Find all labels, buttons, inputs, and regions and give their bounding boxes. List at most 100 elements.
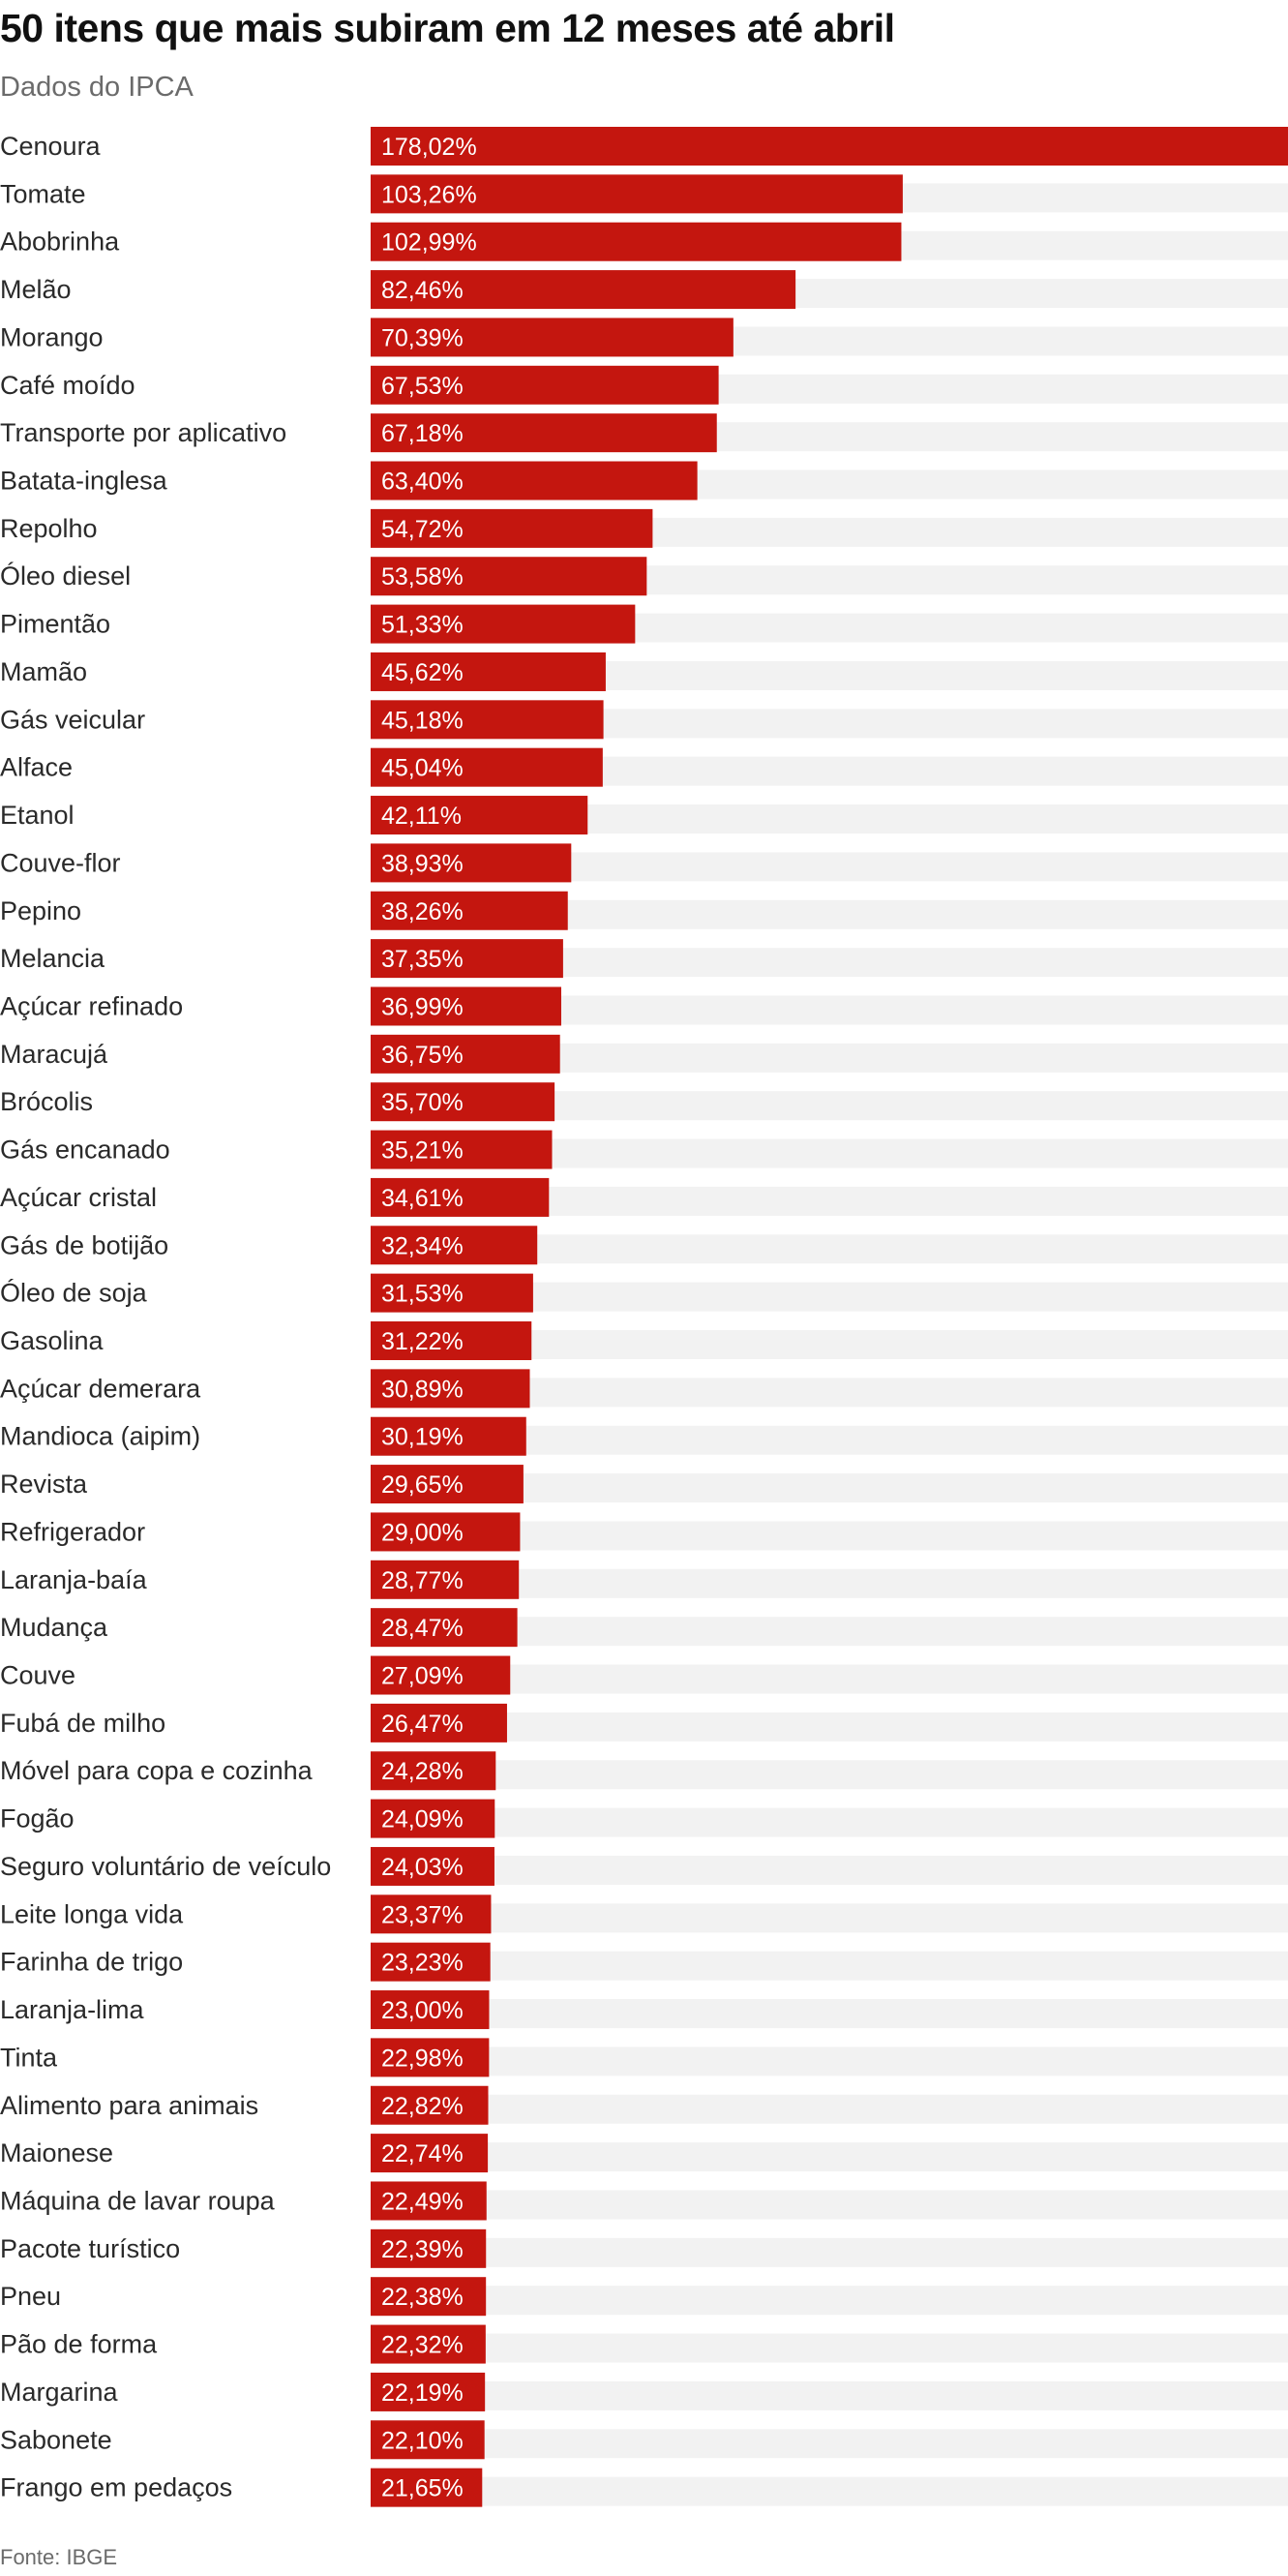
- bar: [371, 1130, 553, 1169]
- bar: [371, 2038, 490, 2077]
- bar: [371, 1512, 521, 1552]
- bar-row: Mudança 28,47%: [0, 1608, 1288, 1648]
- category-label: Tinta: [0, 2043, 58, 2072]
- bar-track: [371, 1473, 1288, 1503]
- value-label: 45,18%: [381, 707, 464, 734]
- value-label: 22,49%: [381, 2188, 464, 2215]
- value-label: 45,62%: [381, 659, 464, 686]
- value-label: 178,02%: [381, 134, 477, 161]
- category-label: Açúcar cristal: [0, 1183, 157, 1212]
- category-label: Repolho: [0, 514, 98, 543]
- bar: [371, 222, 902, 261]
- bar-row: Máquina de lavar roupa 22,49%: [0, 2181, 1288, 2221]
- value-label: 45,04%: [381, 755, 464, 782]
- bar-track: [371, 1999, 1288, 2029]
- bar-row: Gás veicular 45,18%: [0, 700, 1288, 740]
- bar: [371, 557, 647, 596]
- value-label: 27,09%: [381, 1663, 464, 1690]
- bar-track: [371, 2286, 1288, 2316]
- bar: [371, 174, 903, 214]
- bar-row: Pneu 22,38%: [0, 2277, 1288, 2317]
- value-label: 21,65%: [381, 2475, 464, 2502]
- value-label: 26,47%: [381, 1711, 464, 1738]
- bar: [371, 1369, 530, 1409]
- bar-track: [371, 2094, 1288, 2124]
- category-label: Café moído: [0, 371, 135, 400]
- category-label: Couve: [0, 1661, 75, 1690]
- bar-row: Cenoura 178,02%: [0, 127, 1288, 166]
- bar-row: Seguro voluntário de veículo 24,03%: [0, 1846, 1288, 1886]
- value-label: 67,53%: [381, 373, 464, 400]
- value-label: 24,28%: [381, 1758, 464, 1785]
- bar-track: [371, 1568, 1288, 1598]
- value-label: 70,39%: [381, 324, 464, 351]
- category-label: Leite longa vida: [0, 1899, 184, 1928]
- bar-track: [371, 2429, 1288, 2459]
- bar: [371, 2181, 487, 2221]
- value-label: 30,19%: [381, 1424, 464, 1451]
- bar-track: [371, 1903, 1288, 1933]
- bar-row: Alface 45,04%: [0, 747, 1288, 787]
- bar: [371, 1751, 496, 1791]
- category-label: Óleo de soja: [0, 1278, 148, 1308]
- chart-title: 50 itens que mais subiram em 12 meses at…: [0, 6, 895, 50]
- category-label: Maionese: [0, 2138, 113, 2167]
- bar-row: Móvel para copa e cozinha 24,28%: [0, 1751, 1288, 1791]
- bar: [371, 1894, 492, 1934]
- bar: [371, 1177, 550, 1217]
- bar: [371, 1799, 495, 1838]
- bar-row: Gás encanado 35,21%: [0, 1130, 1288, 1169]
- category-label: Gasolina: [0, 1326, 105, 1355]
- bar: [371, 318, 734, 357]
- category-label: Farinha de trigo: [0, 1948, 183, 1977]
- value-label: 22,82%: [381, 2093, 464, 2120]
- bar-row: Laranja-baía 28,77%: [0, 1560, 1288, 1599]
- bar-row: Fubá de milho 26,47%: [0, 1703, 1288, 1743]
- category-label: Abobrinha: [0, 227, 120, 257]
- bar: [371, 652, 606, 691]
- value-label: 103,26%: [381, 181, 477, 208]
- bar: [371, 270, 796, 310]
- value-label: 22,74%: [381, 2140, 464, 2167]
- category-label: Couve-flor: [0, 848, 121, 877]
- bar-row: Batata-inglesa 63,40%: [0, 461, 1288, 500]
- value-label: 38,93%: [381, 850, 464, 877]
- bar: [371, 2134, 489, 2173]
- value-label: 32,34%: [381, 1232, 464, 1259]
- bar-row: Margarina 22,19%: [0, 2372, 1288, 2411]
- bar: [371, 508, 653, 548]
- bar-row: Laranja-lima 23,00%: [0, 1990, 1288, 2030]
- bar-track: [371, 1617, 1288, 1647]
- bar-row: Couve 27,09%: [0, 1655, 1288, 1695]
- category-label: Gás encanado: [0, 1136, 170, 1165]
- bar: [371, 1990, 490, 2030]
- value-label: 29,00%: [381, 1519, 464, 1546]
- category-label: Óleo diesel: [0, 561, 131, 591]
- bar-row: Maracujá 36,75%: [0, 1034, 1288, 1074]
- category-label: Alface: [0, 753, 73, 782]
- bar: [371, 1942, 491, 1982]
- bar-row: Transporte por aplicativo 67,18%: [0, 413, 1288, 453]
- value-label: 22,10%: [381, 2427, 464, 2454]
- category-label: Brócolis: [0, 1087, 93, 1116]
- category-label: Frango em pedaços: [0, 2473, 232, 2502]
- value-label: 28,47%: [381, 1615, 464, 1642]
- bar: [371, 2372, 486, 2411]
- value-label: 22,98%: [381, 2045, 464, 2072]
- category-label: Morango: [0, 322, 104, 351]
- category-label: Seguro voluntário de veículo: [0, 1852, 331, 1881]
- category-label: Gás veicular: [0, 705, 145, 734]
- value-label: 24,09%: [381, 1806, 464, 1834]
- bar: [371, 2228, 487, 2268]
- bar-row: Alimento para animais 22,82%: [0, 2085, 1288, 2125]
- bar-row: Brócolis 35,70%: [0, 1082, 1288, 1122]
- bar-row: Fogão 24,09%: [0, 1799, 1288, 1838]
- category-label: Maracujá: [0, 1040, 108, 1069]
- bar-track: [371, 2046, 1288, 2076]
- category-label: Fogão: [0, 1804, 75, 1834]
- bar-row: Tomate 103,26%: [0, 174, 1288, 214]
- category-label: Pneu: [0, 2282, 61, 2311]
- bar: [371, 2324, 486, 2364]
- value-label: 29,65%: [381, 1471, 464, 1499]
- value-label: 22,38%: [381, 2284, 464, 2311]
